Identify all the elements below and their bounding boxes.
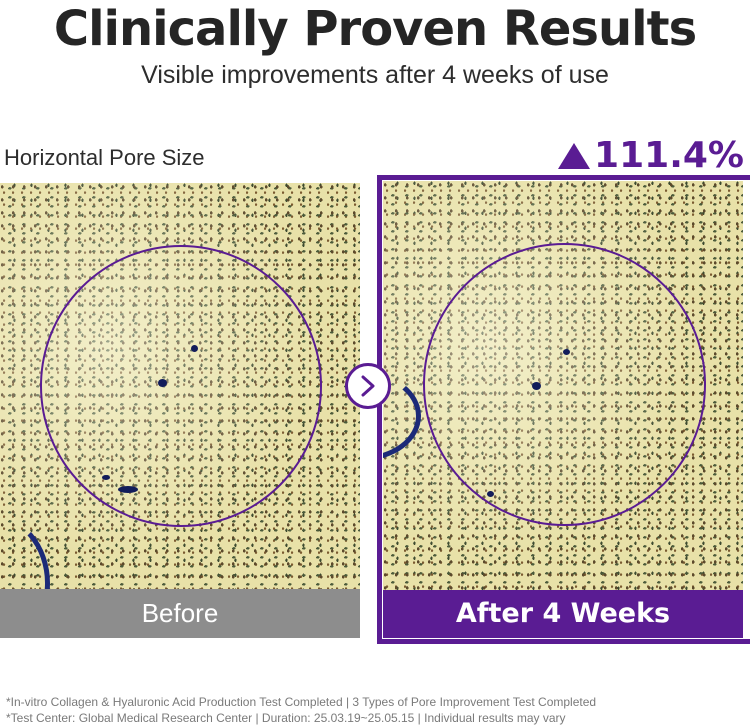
skin-contour [0,513,50,589]
metric-value: 111.4% [594,135,744,176]
dark-pore [563,349,570,355]
footnote: *In-vitro Collagen & Hyaluronic Acid Pro… [6,695,597,709]
after-caption: After 4 Weeks [383,590,743,638]
dark-pore [158,379,167,387]
dark-pore [118,486,138,493]
before-skin-image [0,183,360,589]
page-title: Clinically Proven Results [53,1,697,57]
metric-label: Horizontal Pore Size [4,145,205,170]
focus-circle-after [423,243,706,526]
chevron-right-icon [361,375,375,397]
footnote: *Test Center: Global Medical Research Ce… [6,711,566,725]
dark-pore [487,491,494,497]
page-subtitle: Visible improvements after 4 weeks of us… [141,61,609,89]
focus-circle-before [40,245,322,527]
after-skin-image [383,181,743,590]
triangle-up-icon [558,143,591,169]
dark-pore [532,382,541,390]
after-highlight-frame [377,175,750,644]
dark-pore [102,475,110,480]
compare-arrow-button[interactable] [345,363,391,409]
dark-pore [191,345,198,352]
metric-value-badge: 111.4% [558,134,744,178]
before-caption: Before [0,589,360,638]
